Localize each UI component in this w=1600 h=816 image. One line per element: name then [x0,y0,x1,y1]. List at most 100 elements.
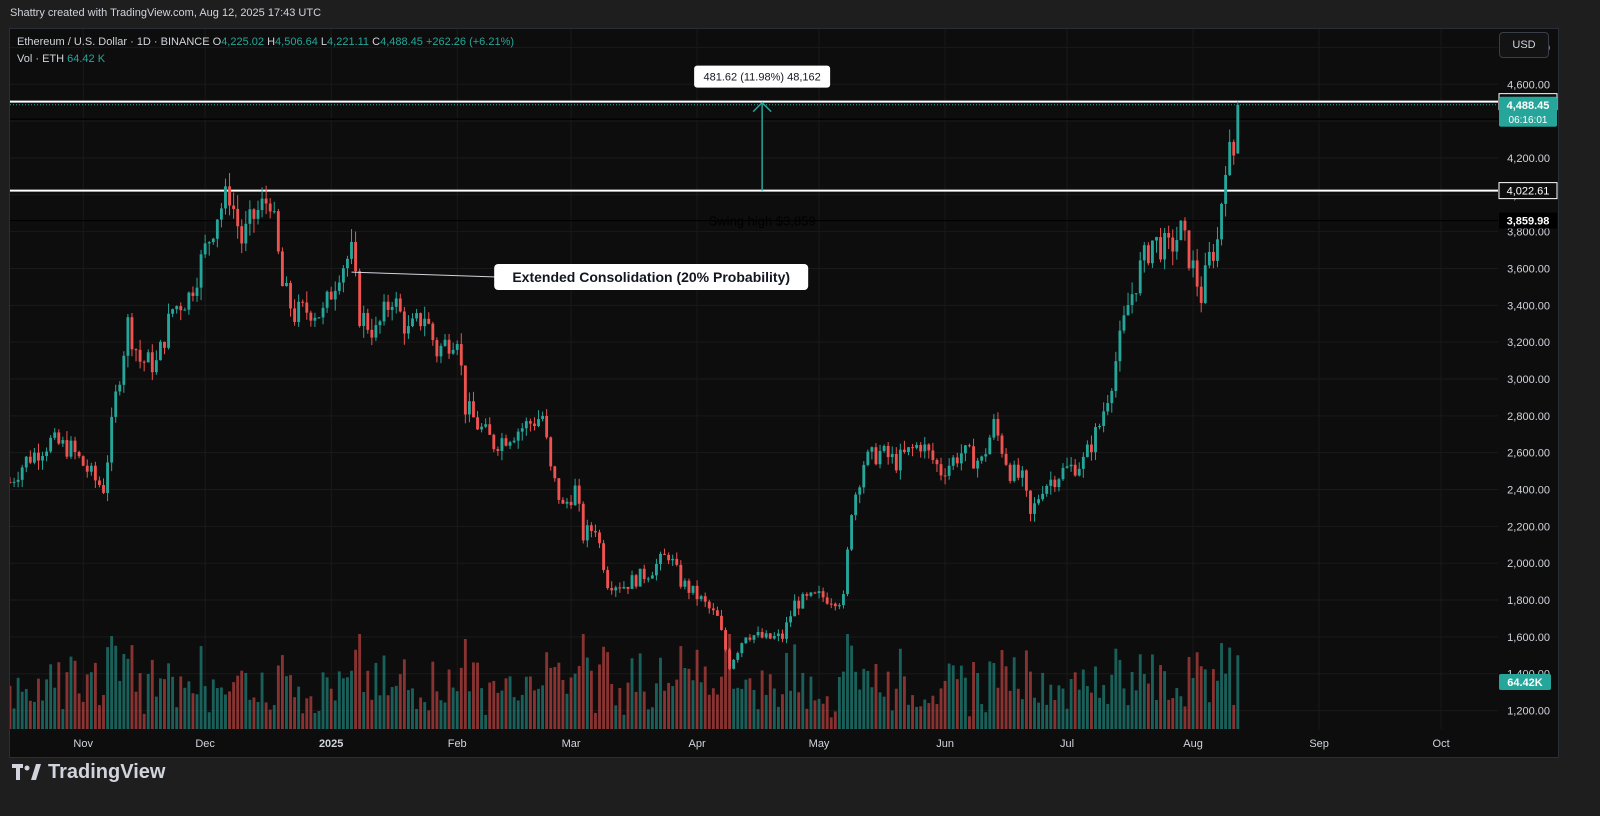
volume-bar [106,647,109,729]
volume-bar [293,697,297,729]
tradingview-logo[interactable]: TradingView [12,760,165,784]
candle-body [248,209,252,224]
volume-bar [69,656,73,729]
volume-bars [10,634,1240,729]
volume-bar [325,677,329,729]
volume-bar [1000,650,1004,729]
candle-body [496,449,500,451]
candle-body [549,437,553,467]
volume-bar [528,676,532,729]
volume-bar [882,696,886,729]
candle-body [98,480,101,485]
chart-frame[interactable]: 481.62 (11.98%) 48,162 Swing high $3,859 E… [9,28,1559,758]
volume-bar [1207,702,1211,729]
tradingview-logo-icon [12,764,41,780]
candle-body [37,452,40,461]
volume-bar [28,700,32,729]
volume-bar [333,700,337,729]
candle-body [293,308,297,322]
volume-bar [1024,650,1028,729]
candle-body [333,290,337,300]
candle-body [301,301,305,303]
candle-body [825,597,829,604]
volume-bar [935,704,939,729]
volume-bar [244,672,248,729]
price-tick-label: 1,600.00 [1507,632,1550,644]
volume-bar [1155,700,1158,729]
volume-bar [236,675,240,729]
candle-body [447,339,451,354]
volume-bar [1163,671,1167,729]
volume-bar [939,688,943,729]
candle-body [740,643,744,654]
volume-bar [1142,673,1146,729]
candle-body [1077,468,1081,476]
candle-body [553,466,557,479]
volume-bar [1049,684,1053,729]
candle-body [561,499,565,504]
candle-body [423,318,427,327]
volume-bar [927,703,931,729]
volume-bar [1045,704,1049,729]
candle-body [1179,220,1183,241]
volume-bar [1061,688,1065,729]
volume-bar [907,704,910,729]
candle-body [614,587,618,591]
candle-body [272,211,276,213]
volume-bar [756,709,760,729]
volume-bar [154,696,158,729]
volume-bar [740,688,744,729]
volume-bar [1102,684,1106,729]
candle-body [752,635,756,640]
candle-body [472,401,475,418]
currency-button[interactable]: USD [1499,32,1549,58]
volume-bar [760,670,764,729]
candle-body [167,313,170,348]
volume-bar [321,672,325,729]
candle-body [602,543,605,570]
volume-bar [1191,678,1195,729]
candle-body [1175,240,1179,252]
volume-bar [947,663,951,729]
volume-bar [650,707,654,729]
low-label: L [320,36,328,48]
candle-body [102,484,105,493]
candle-body [533,423,536,427]
time-tick-label: Feb [448,738,467,750]
volume-bar [415,708,418,729]
candle-body [622,586,626,589]
candle-body [81,456,85,466]
volume-bar [715,694,719,729]
candle-body [1171,237,1175,252]
candle-body [927,444,931,451]
candle-body [492,434,496,450]
volume-bar [732,688,736,729]
volume-bar [407,690,410,729]
chart-canvas[interactable]: 481.62 (11.98%) 48,162 Swing high $3,859 E… [10,29,1558,757]
volume-bar [817,698,821,729]
candle-body [110,416,114,463]
candle-body [655,564,658,576]
volume-bar [1203,669,1207,729]
volume-bar [911,695,914,729]
volume-bar [492,680,496,729]
candle-body [207,242,211,244]
volume-bar [1053,700,1057,729]
volume-bar [374,662,378,729]
volume-bar [1232,704,1236,729]
candle-body [829,603,833,605]
volume-bar [951,665,955,729]
volume-bar [496,692,500,729]
volume-bar [248,699,252,729]
candle-body [317,317,321,319]
volume-bar [955,679,959,729]
candle-body [443,339,447,346]
volume-bar [683,667,687,729]
volume-bar [923,699,927,729]
candle-body [163,341,166,348]
candle-body [606,569,610,589]
volume-bar [370,699,374,729]
candle-body [89,465,93,472]
candle-body [516,431,520,441]
candle-body [252,209,256,219]
